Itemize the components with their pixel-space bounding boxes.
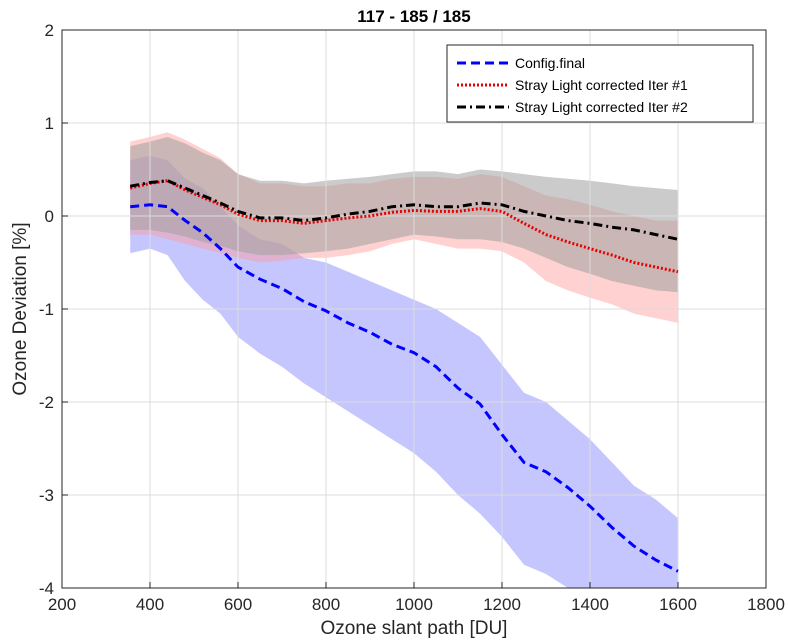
- x-tick-label: 1800: [747, 595, 785, 614]
- x-tick-label: 1200: [483, 595, 521, 614]
- y-tick-label: 2: [45, 21, 54, 40]
- x-tick-label: 400: [136, 595, 164, 614]
- chart-title: 117 - 185 / 185: [357, 7, 470, 26]
- band-stray-light-corrected-iter-2: [130, 137, 678, 293]
- y-tick-label: -2: [39, 393, 54, 412]
- y-tick-label: 1: [45, 114, 54, 133]
- y-tick-label: 0: [45, 207, 54, 226]
- legend-label-config-final: Config.final: [515, 55, 585, 71]
- line-stray-light-corrected-iter-1: [129, 179, 679, 274]
- x-tick-label: 1400: [571, 595, 609, 614]
- y-tick-label: -1: [39, 300, 54, 319]
- y-tick-label: -4: [39, 579, 54, 598]
- legend-label-stray-light-corrected-iter-2: Stray Light corrected Iter #2: [515, 99, 688, 115]
- band-config-final: [130, 155, 678, 588]
- x-axis-label: Ozone slant path [DU]: [321, 618, 508, 639]
- series-lines: [129, 179, 679, 573]
- x-axis-ticks: 200 400 600 800 1000 1200 1400 1600 1800: [48, 582, 785, 614]
- x-tick-label: 1600: [659, 595, 697, 614]
- x-tick-label: 1000: [395, 595, 433, 614]
- legend-label-stray-light-corrected-iter-1: Stray Light corrected Iter #1: [515, 77, 688, 93]
- confidence-bands: [130, 132, 678, 588]
- y-axis-label: Ozone Deviation [%]: [10, 222, 31, 395]
- y-axis-ticks: -4 -3 -2 -1 0 1 2: [39, 21, 68, 598]
- y-tick-label: -3: [39, 486, 54, 505]
- line-config-final: [130, 203, 679, 573]
- x-tick-label: 600: [224, 595, 252, 614]
- line-stray-light-corrected-iter-2: [129, 179, 679, 241]
- x-tick-label: 800: [312, 595, 340, 614]
- legend: Config.final Stray Light corrected Iter #…: [446, 44, 754, 123]
- x-tick-label: 200: [48, 595, 76, 614]
